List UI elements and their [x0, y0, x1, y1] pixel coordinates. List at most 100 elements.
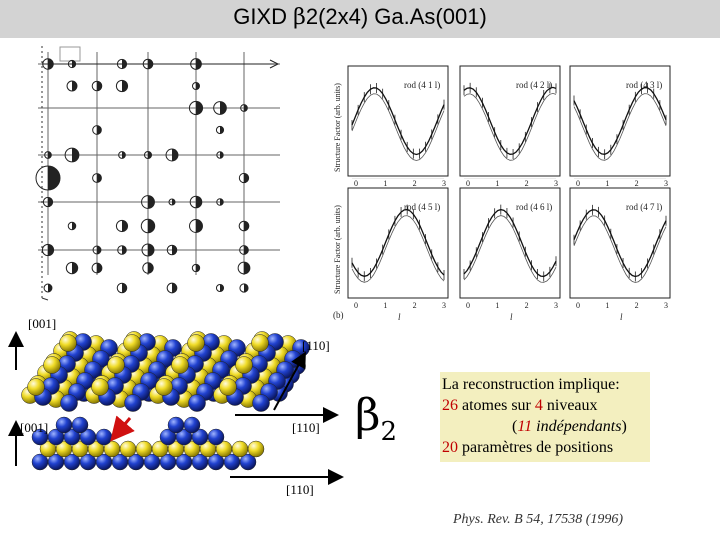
rod-plot-frame: [569, 187, 671, 299]
info-line-3: (11 indépendants): [512, 418, 627, 435]
rod-plot-label: rod (4 2 l): [516, 80, 552, 90]
info-line-2: 26 atomes sur 4 niveaux: [442, 397, 598, 414]
atom-model-top: [21, 331, 310, 412]
rod-plot-label: rod (4 3 l): [626, 80, 662, 90]
atom-model-bottom: [31, 416, 265, 471]
ga-atom: [155, 378, 173, 396]
diffraction-spot-half: [244, 283, 249, 293]
diffraction-spot-half: [72, 222, 76, 230]
rod-plot-xtick: 0: [354, 301, 358, 310]
rod-plot-xtick: 2: [413, 179, 417, 188]
rod-plot-xlabel: l: [510, 312, 513, 322]
as-atom: [60, 394, 78, 412]
fit-curve: [351, 208, 445, 277]
as-atom: [252, 394, 270, 412]
rod-plot-frame: [459, 65, 561, 177]
rod-plot-label: rod (4 1 l): [404, 80, 440, 90]
gixd-map: [35, 44, 288, 301]
data-curve: [463, 215, 557, 283]
diffraction-spot-half: [148, 244, 154, 256]
diffraction-spot-half: [48, 244, 54, 256]
rod-plot-xtick: 1: [495, 179, 499, 188]
diffraction-spot-half: [220, 284, 224, 292]
rod-plot-frame: [347, 65, 449, 177]
red-pointer-arrow: [110, 415, 135, 442]
rod-plot-xtick: 0: [466, 179, 470, 188]
as-atom: [55, 416, 73, 434]
label-110-bottom: [110]: [286, 482, 314, 497]
diffraction-spot-half: [196, 101, 203, 115]
grid-arrow: [269, 59, 280, 69]
ga-atom: [187, 334, 205, 352]
arrow-110-diag: [273, 351, 306, 411]
rod-plot-xtick: 3: [664, 179, 668, 188]
rod-plot-xtick: 0: [576, 179, 580, 188]
rod-plot-xtick: 0: [466, 301, 470, 310]
diffraction-spot-half: [148, 262, 154, 274]
diffraction-spot-half: [48, 151, 52, 159]
diffraction-spot-half: [172, 283, 177, 293]
fit-curve: [351, 87, 445, 156]
info-line-1: La reconstruction implique:: [442, 376, 620, 393]
label-110-mid: [110]: [292, 420, 320, 435]
ga-atom: [235, 356, 253, 374]
rod-plot-xtick: 1: [495, 301, 499, 310]
diffraction-spot-half: [244, 262, 250, 274]
data-curve: [463, 92, 557, 161]
title-bar: [0, 0, 720, 38]
rod-plot-label: rod (4 7 l): [626, 202, 662, 212]
as-atom: [124, 394, 142, 412]
rod-plot-xtick: 3: [442, 179, 446, 188]
ga-atom: [231, 440, 249, 458]
diffraction-spot-half: [122, 151, 126, 159]
rod-plot-xtick: 1: [383, 301, 387, 310]
label-110-top: [110]: [302, 338, 330, 353]
diffraction-spot-half: [196, 264, 200, 272]
rod-plot-xtick: 2: [525, 301, 529, 310]
rod-plot-xtick: 1: [605, 179, 609, 188]
diffraction-spot-half: [122, 245, 127, 255]
as-atom: [95, 428, 113, 446]
diffraction-spot-half: [244, 173, 249, 183]
data-curve: [351, 93, 445, 161]
rod-plot-frame: [459, 187, 561, 299]
rod-plot-xtick: 0: [576, 301, 580, 310]
rod-plot-xtick: 2: [635, 179, 639, 188]
fit-curve: [463, 86, 557, 155]
rod-plot-xtick: 3: [554, 179, 558, 188]
diffraction-spot-half: [172, 198, 176, 206]
diffraction-spot-half: [122, 80, 128, 92]
diffraction-spot-half: [48, 197, 53, 207]
rod-plot-frame: [569, 65, 671, 177]
diffraction-spot-half: [97, 125, 102, 135]
ga-atom: [135, 440, 153, 458]
rod-plot-xtick: 2: [413, 301, 417, 310]
rod-plot-xtick: 2: [635, 301, 639, 310]
rod-plot-xtick: 1: [605, 301, 609, 310]
rod-plot-xtick: 3: [664, 301, 668, 310]
ga-atom: [123, 334, 141, 352]
rod-plots: rod (4 1 l) Structure Factor (arb. units)…: [333, 65, 671, 322]
rod-plot-frame: [347, 187, 449, 299]
diffraction-spot-half: [196, 196, 202, 208]
fit-curve: [573, 209, 667, 278]
diffraction-spot-half: [48, 284, 52, 292]
as-atom: [167, 416, 185, 434]
diffraction-spot-half: [72, 262, 78, 274]
rod-plot-xtick: 3: [554, 301, 558, 310]
diffraction-spot-half: [244, 245, 249, 255]
title-suffix: 2(2x4) Ga.As(001): [305, 4, 487, 29]
rod-plot-xlabel: l: [398, 312, 401, 322]
rod-plot-panel-tag: (b): [333, 310, 344, 320]
diffraction-spot-half: [122, 283, 127, 293]
data-curve: [573, 93, 667, 161]
diffraction-spot-half: [220, 101, 227, 115]
info-line-4: 20 paramètres de positions: [442, 439, 614, 456]
diffraction-spot-half: [122, 59, 127, 69]
diffraction-spot-half: [72, 81, 77, 91]
rod-plot-xtick: 1: [383, 179, 387, 188]
rod-plot-xlabel: l: [620, 312, 623, 322]
beta2-symbol: β2: [355, 390, 397, 447]
diffraction-spot-half: [148, 195, 155, 209]
